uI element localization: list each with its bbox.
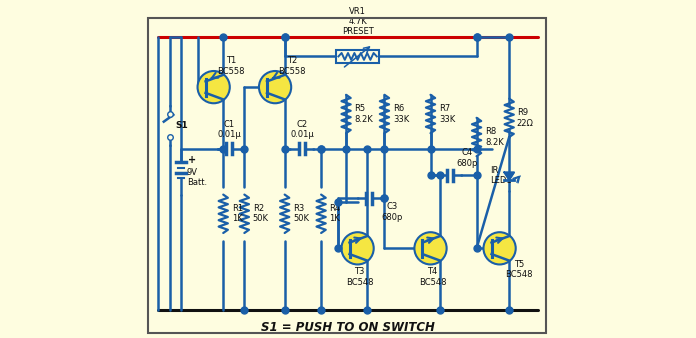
Text: C4
680p: C4 680p bbox=[457, 148, 477, 168]
Text: T1
BC558: T1 BC558 bbox=[217, 56, 245, 76]
Text: R7
33K: R7 33K bbox=[439, 104, 455, 124]
Circle shape bbox=[198, 71, 230, 103]
Text: C1
0.01μ: C1 0.01μ bbox=[217, 120, 241, 139]
Text: IR
LED1: IR LED1 bbox=[490, 166, 512, 185]
Text: R2
50K: R2 50K bbox=[253, 204, 269, 223]
Text: R8
8.2K: R8 8.2K bbox=[485, 127, 504, 147]
Text: C3
680p: C3 680p bbox=[381, 202, 403, 222]
Polygon shape bbox=[504, 172, 514, 180]
Text: S1 = PUSH TO ON SWITCH: S1 = PUSH TO ON SWITCH bbox=[261, 320, 435, 334]
Text: S1: S1 bbox=[175, 121, 188, 130]
Text: T5
BC548: T5 BC548 bbox=[505, 260, 532, 279]
Text: T2
BC558: T2 BC558 bbox=[278, 56, 306, 76]
Text: R9
22Ω: R9 22Ω bbox=[517, 108, 534, 127]
Text: C2
0.01μ: C2 0.01μ bbox=[290, 120, 314, 139]
Circle shape bbox=[414, 232, 447, 264]
FancyBboxPatch shape bbox=[336, 50, 379, 63]
Text: R6
33K: R6 33K bbox=[393, 104, 409, 124]
Circle shape bbox=[342, 232, 374, 264]
Text: T4
BC548: T4 BC548 bbox=[419, 267, 446, 287]
Text: +: + bbox=[188, 155, 196, 165]
Text: R5
8.2K: R5 8.2K bbox=[354, 104, 373, 124]
Circle shape bbox=[259, 71, 291, 103]
Text: 9V
Batt.: 9V Batt. bbox=[187, 168, 207, 187]
Text: R3
50K: R3 50K bbox=[293, 204, 309, 223]
Text: R4
1K: R4 1K bbox=[330, 204, 341, 223]
Text: VR1
4.7K
PRESET: VR1 4.7K PRESET bbox=[342, 7, 374, 37]
Text: T3
BC548: T3 BC548 bbox=[346, 267, 373, 287]
Circle shape bbox=[484, 232, 516, 264]
Text: R1
1K: R1 1K bbox=[232, 204, 243, 223]
